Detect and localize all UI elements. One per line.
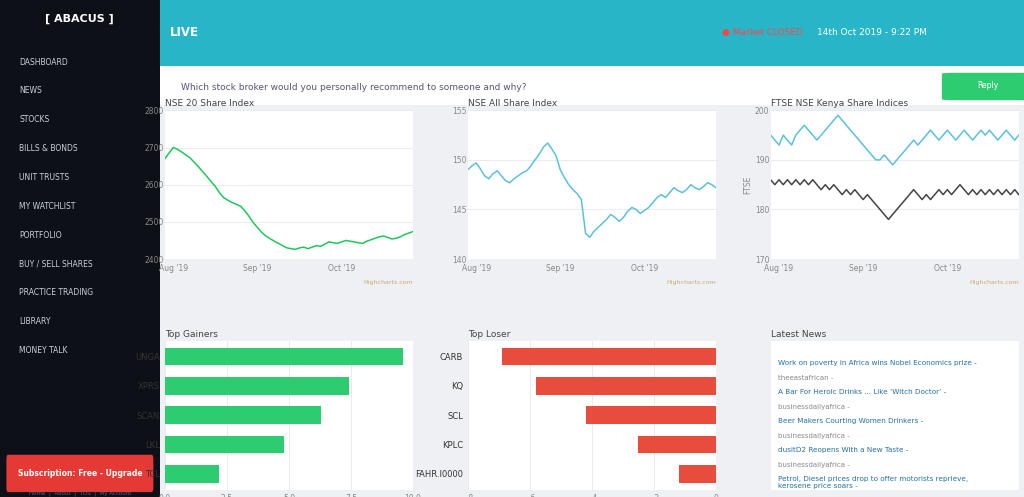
Text: LIBRARY: LIBRARY — [19, 317, 50, 326]
Bar — [638, 436, 716, 453]
Text: capitalfm -: capitalfm - — [778, 491, 815, 497]
Text: Highcharts.com: Highcharts.com — [969, 280, 1019, 285]
Bar — [586, 407, 716, 424]
Text: PRACTICE TRADING: PRACTICE TRADING — [19, 288, 93, 297]
Text: Which stock broker would you personally recommend to someone and why?: Which stock broker would you personally … — [181, 83, 527, 92]
Text: Latest News: Latest News — [771, 330, 826, 338]
Text: BUY / SELL SHARES: BUY / SELL SHARES — [19, 259, 93, 268]
Bar — [679, 465, 716, 483]
Text: UNIT TRUSTS: UNIT TRUSTS — [19, 173, 70, 182]
Text: Home  |  About  |  TOS  |  My Account: Home | About | TOS | My Account — [29, 490, 131, 496]
Text: FTSE NSE Kenya Share Indices: FTSE NSE Kenya Share Indices — [771, 99, 907, 108]
Text: businessdailyafrica -: businessdailyafrica - — [778, 404, 850, 410]
Text: Reply: Reply — [977, 81, 998, 90]
Bar — [165, 347, 403, 365]
Bar — [165, 465, 219, 483]
Text: A Bar For Heroic Drinks ... Like ‘Witch Doctor’ -: A Bar For Heroic Drinks ... Like ‘Witch … — [778, 389, 946, 395]
Text: Petrol, Diesel prices drop to offer motorists reprieve,
kerosene price soars -: Petrol, Diesel prices drop to offer moto… — [778, 476, 969, 489]
Text: [ ABACUS ]: [ ABACUS ] — [45, 14, 115, 24]
Text: Top Loser: Top Loser — [468, 330, 510, 338]
Y-axis label: FTSE: FTSE — [743, 175, 752, 194]
Text: Top Gainers: Top Gainers — [165, 330, 218, 338]
Text: NEWS: NEWS — [19, 86, 42, 95]
Text: MY WATCHLIST: MY WATCHLIST — [19, 202, 76, 211]
Text: MONEY TALK: MONEY TALK — [19, 346, 68, 355]
Text: ● Market CLOSED: ● Market CLOSED — [722, 28, 803, 37]
Text: NSE All Share Index: NSE All Share Index — [468, 99, 557, 108]
Text: Beer Makers Courting Women Drinkers -: Beer Makers Courting Women Drinkers - — [778, 418, 924, 424]
Bar — [536, 377, 716, 395]
Text: theeastafrican -: theeastafrican - — [778, 375, 834, 381]
Text: Subscription: Free - Upgrade: Subscription: Free - Upgrade — [17, 469, 142, 478]
Text: Highcharts.com: Highcharts.com — [667, 280, 716, 285]
Text: STOCKS: STOCKS — [19, 115, 49, 124]
Text: dusitD2 Reopens With a New Taste -: dusitD2 Reopens With a New Taste - — [778, 447, 908, 453]
Text: Highcharts.com: Highcharts.com — [364, 280, 413, 285]
Text: businessdailyafrica -: businessdailyafrica - — [778, 462, 850, 468]
Bar — [165, 436, 284, 453]
Text: Work on poverty in Africa wins Nobel Economics prize -: Work on poverty in Africa wins Nobel Eco… — [778, 360, 977, 366]
Text: PORTFOLIO: PORTFOLIO — [19, 231, 61, 240]
Text: DASHBOARD: DASHBOARD — [19, 58, 68, 67]
FancyBboxPatch shape — [6, 455, 154, 492]
Text: businessdailyafrica -: businessdailyafrica - — [778, 433, 850, 439]
FancyBboxPatch shape — [942, 73, 1024, 100]
Text: BILLS & BONDS: BILLS & BONDS — [19, 144, 78, 153]
Bar — [165, 377, 348, 395]
Text: NSE 20 Share Index: NSE 20 Share Index — [165, 99, 254, 108]
Text: 14th Oct 2019 - 9:22 PM: 14th Oct 2019 - 9:22 PM — [816, 28, 927, 37]
Text: LIVE: LIVE — [170, 26, 199, 39]
Bar — [502, 347, 716, 365]
Bar — [165, 407, 322, 424]
